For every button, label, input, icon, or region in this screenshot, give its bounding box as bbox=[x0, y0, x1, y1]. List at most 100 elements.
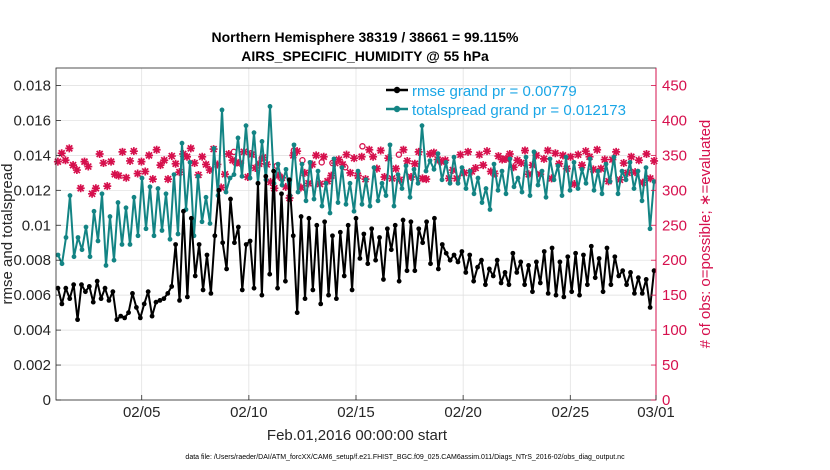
right-tick-label: 250 bbox=[662, 217, 687, 234]
legend-rmse-marker bbox=[393, 86, 401, 94]
obs-evaluated-marker bbox=[103, 182, 112, 191]
left-tick-label: 0.01 bbox=[22, 217, 51, 234]
totalspread-series-point bbox=[219, 107, 225, 113]
rmse-series-point bbox=[137, 315, 143, 321]
obs-evaluated-marker bbox=[509, 163, 518, 172]
rmse-series-point bbox=[228, 196, 233, 202]
totalspread-series-point bbox=[435, 151, 441, 157]
rmse-series-point bbox=[439, 242, 445, 247]
rmse-series-point bbox=[553, 292, 559, 298]
totalspread-series-point bbox=[199, 219, 205, 225]
obs-evaluated-marker bbox=[300, 168, 309, 177]
obs-evaluated-marker bbox=[502, 154, 510, 163]
obs-evaluated-marker bbox=[91, 184, 100, 193]
obs-evaluated-marker bbox=[183, 152, 192, 161]
obs-evaluated-marker bbox=[433, 155, 442, 164]
rmse-series-point bbox=[67, 296, 73, 302]
rmse-series-point bbox=[428, 261, 433, 267]
obs-possible-marker bbox=[318, 159, 325, 166]
rmse-series-point bbox=[177, 298, 182, 303]
rmse-series-point bbox=[188, 215, 194, 221]
rmse-series-point bbox=[333, 296, 339, 302]
totalspread-series-point bbox=[311, 196, 317, 202]
rmse-series-point bbox=[651, 268, 657, 274]
totalspread-series-point bbox=[583, 180, 589, 186]
obs-evaluated-marker bbox=[627, 152, 636, 161]
rmse-series-point bbox=[141, 301, 147, 307]
totalspread-series-point bbox=[595, 168, 601, 174]
totalspread-series-point bbox=[63, 235, 69, 240]
rmse-series-point bbox=[384, 226, 390, 232]
totalspread-series-point bbox=[623, 177, 629, 183]
rmse-series-point bbox=[588, 243, 594, 249]
totalspread-series-point bbox=[591, 187, 597, 193]
totalspread-series-point bbox=[159, 228, 165, 233]
totalspread-series-point bbox=[483, 186, 489, 191]
totalspread-series-point bbox=[575, 186, 581, 191]
totalspread-series-point bbox=[115, 200, 121, 205]
totalspread-series-point bbox=[611, 154, 617, 160]
left-y-axis-label: rmse and totalspread bbox=[0, 164, 16, 305]
rmse-series-point bbox=[545, 291, 551, 296]
totalspread-series-point bbox=[499, 168, 505, 174]
legend-rmse-label: rmse grand pr = 0.00779 bbox=[412, 83, 577, 100]
right-tick-label: 0 bbox=[662, 392, 670, 409]
totalspread-series-point bbox=[227, 175, 233, 181]
totalspread-series-point bbox=[571, 159, 577, 165]
rmse-series-point bbox=[251, 285, 257, 291]
rmse-series-point bbox=[420, 240, 426, 246]
totalspread-series-point bbox=[375, 198, 381, 204]
totalspread-series-point bbox=[267, 104, 273, 109]
totalspread-series-point bbox=[107, 214, 113, 219]
obs-evaluated-marker bbox=[350, 154, 359, 163]
rmse-series-point bbox=[600, 289, 606, 295]
totalspread-series-point bbox=[79, 247, 85, 253]
data-file-footnote: data file: /Users/raeder/DAI/ATM_forcXX/… bbox=[185, 454, 625, 461]
rmse-series-point bbox=[165, 291, 171, 296]
obs-evaluated-marker bbox=[486, 167, 495, 176]
rmse-series-point bbox=[388, 247, 394, 253]
rmse-series-point bbox=[192, 273, 198, 279]
totalspread-series-point bbox=[419, 123, 425, 129]
totalspread-series-point bbox=[563, 154, 569, 160]
rmse-series-point bbox=[255, 180, 261, 186]
obs-evaluated-marker bbox=[57, 149, 66, 158]
totalspread-series-point bbox=[423, 168, 429, 174]
rmse-series-point bbox=[235, 224, 241, 230]
totalspread-series-point bbox=[587, 156, 593, 162]
right-tick-label: 150 bbox=[662, 287, 687, 304]
rmse-series-point bbox=[310, 287, 316, 293]
plot-series bbox=[53, 104, 659, 323]
totalspread-series-point bbox=[619, 168, 625, 174]
totalspread-series-point bbox=[343, 201, 349, 207]
obs-evaluated-marker bbox=[646, 174, 655, 183]
right-tick-label: 400 bbox=[662, 112, 687, 129]
obs-evaluated-marker bbox=[148, 175, 157, 184]
rmse-series-point bbox=[263, 173, 269, 179]
chart-title: Northern Hemisphere 38319 / 38661 = 99.1… bbox=[211, 29, 519, 45]
obs-evaluated-marker bbox=[72, 166, 81, 175]
rmse-series-point bbox=[471, 278, 477, 284]
left-tick-label: 0.008 bbox=[13, 252, 51, 269]
totalspread-series-point bbox=[491, 161, 497, 167]
rmse-series-point bbox=[247, 238, 253, 244]
rmse-series-point bbox=[204, 252, 210, 258]
totalspread-series-point bbox=[247, 175, 253, 181]
rmse-series-point bbox=[133, 304, 139, 310]
obs-evaluated-marker bbox=[407, 173, 416, 182]
obs-evaluated-marker bbox=[293, 147, 302, 156]
totalspread-series-point bbox=[323, 180, 329, 186]
rmse-series-point bbox=[259, 292, 265, 298]
obs-evaluated-marker bbox=[426, 149, 435, 158]
rmse-series-point bbox=[184, 294, 190, 300]
obs-evaluated-marker bbox=[479, 161, 488, 170]
totalspread-series-line bbox=[57, 105, 655, 267]
right-y-axis-label: # of obs: o=possible; ∗=evaluated bbox=[697, 120, 714, 349]
rmse-series-point bbox=[565, 254, 571, 260]
totalspread-series-point bbox=[363, 177, 369, 183]
totalspread-series-point bbox=[447, 180, 453, 186]
totalspread-series-point bbox=[359, 201, 365, 207]
totalspread-series-point bbox=[315, 168, 321, 174]
rmse-series-point bbox=[639, 291, 645, 296]
totalspread-series-point bbox=[251, 130, 257, 136]
